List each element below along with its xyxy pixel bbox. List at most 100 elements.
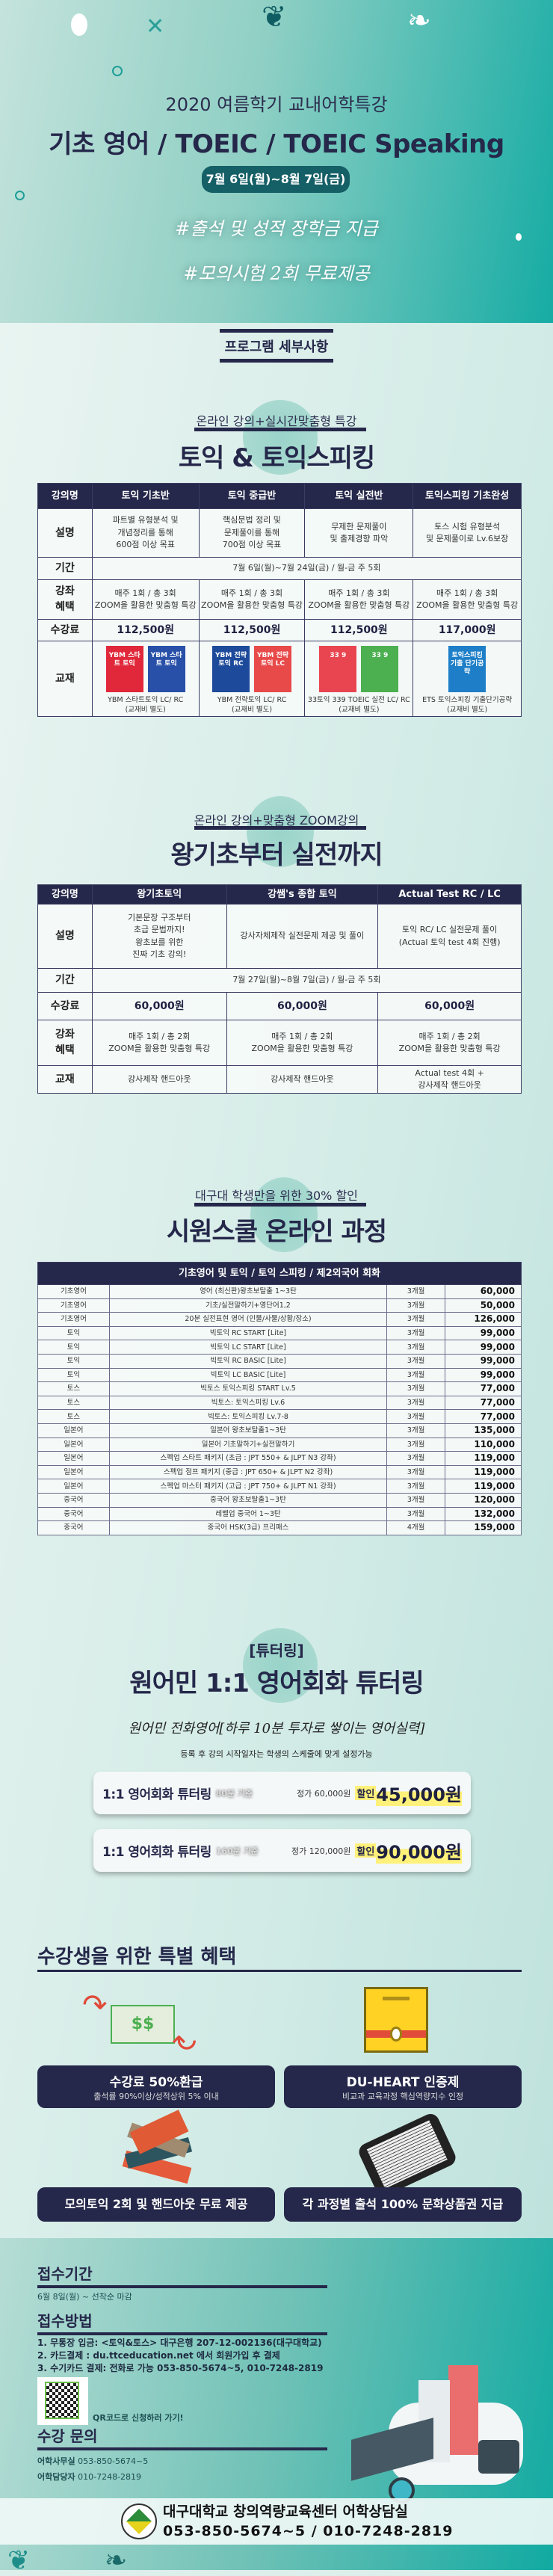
table-row: 토익 빅토익 LC START [Lite] 3개월 99,000 xyxy=(37,1340,522,1355)
table-cell: 매주 1회 / 총 2회 ZOOM을 활용한 맞춤형 특강 xyxy=(91,1020,227,1066)
table-cell: 강사제작 핸드아웃 xyxy=(91,1065,227,1094)
table-row: 기초영어 기초/실전말하기+영단어1,2 3개월 50,000 xyxy=(37,1298,522,1313)
toeic-course-table: 강의명 토익 기초반 토익 중급반 토익 실전반 토익스피킹 기초완성 설명 파트별 유형분… xyxy=(37,483,522,717)
textbook-caption: 33토익 339 TOEIC 실전 LC/ RC (교재비 별도) xyxy=(307,696,410,714)
course-cell: 빅토익 LC BASIC [Lite] xyxy=(108,1367,388,1383)
book-covers: YBM 전략토익 RC YBM 전략토익 LC xyxy=(200,646,305,692)
university-logo-icon xyxy=(121,2503,157,2539)
section3-subtitle: 대구대 학생만을 위한 30% 할인 xyxy=(195,1189,358,1203)
price-cell: 119,000 xyxy=(445,1479,522,1494)
hero-subtitle: 2020 여름학기 교내어학특강 xyxy=(165,94,388,115)
section1-subtitle: 온라인 강의+실시간맞춤형 특강 xyxy=(196,414,357,428)
price-cell: 60,000원 xyxy=(226,992,379,1020)
course-cell: 스펙업 점프 패키지 (중급 : JPT 650+ & JLPT N2 강좌) xyxy=(108,1464,388,1480)
table-row: 수강료 60,000원 60,000원 60,000원 xyxy=(37,992,522,1020)
program-heading: 프로그램 세부사항 xyxy=(224,339,329,355)
table-row: 설명 파트별 유형분석 및 개념정리를 통해 600점 이상 목표 핵심문법 정리 … xyxy=(37,508,522,558)
section3-title: 시원스쿨 온라인 과정 xyxy=(166,1217,387,1247)
table-cell: 토스 시험 유형분석 및 문제풀이로 Lv.6보장 xyxy=(413,508,522,558)
duration-cell: 3개월 xyxy=(386,1353,446,1369)
leaf-icon: ❦ xyxy=(262,0,287,34)
qr-caption[interactable]: QR코드로 신청하러 가기! xyxy=(93,2413,184,2423)
date-pill: 7월 6일(월)~8월 7일(금) xyxy=(202,166,350,193)
column-header: 토익 중급반 xyxy=(198,483,306,509)
benefit-box-mock-test: 모의토익 2회 및 핸드아웃 무료 제공 xyxy=(37,2187,275,2222)
category-cell: 토익 xyxy=(37,1340,110,1355)
banner-title: 대구대학교 창의역량교육센터 어학상담실 xyxy=(163,2503,408,2520)
category-cell: 기초영어 xyxy=(37,1298,110,1313)
contact-office: 어학사무실 053-850-5674~5 xyxy=(37,2456,149,2466)
period-cell: 7월 6일(월)~7월 24일(금) / 월-금 주 5회 xyxy=(91,557,522,580)
textbook-row: 교재 YBM 스타트 토익 YBM 스타트 토익 YBM 스타트토익 LC/ RC (… xyxy=(37,641,522,717)
textbook-caption: YBM 스타트토익 LC/ RC (교재비 별도) xyxy=(108,696,184,714)
table-row: 토익 빅토익 RC START [Lite] 3개월 99,000 xyxy=(37,1325,522,1341)
duration-cell: 3개월 xyxy=(386,1437,446,1452)
section2-title: 왕기초부터 실전까지 xyxy=(170,840,383,870)
duration-cell: 3개월 xyxy=(386,1298,446,1313)
row-label: 수강료 xyxy=(37,619,93,641)
price-cell: 77,000 xyxy=(445,1409,522,1424)
course-cell: 레벨업 중국어 1~3탄 xyxy=(108,1506,388,1522)
table-row: 기간 7월 6일(월)~7월 24일(금) / 월-금 주 5회 xyxy=(37,557,522,580)
row-label: 교재 xyxy=(37,641,93,717)
tutoring-tag: [튜터링] xyxy=(249,1642,304,1660)
duration-cell: 3개월 xyxy=(386,1423,446,1438)
card-basis: 160분 기준 xyxy=(215,1846,259,1856)
circle-decoration xyxy=(112,66,123,76)
qr-code[interactable] xyxy=(37,2377,88,2425)
method-item: 2. 카드결제 : du.ttceducation.net 에서 회원가입 후 … xyxy=(37,2350,280,2361)
contact-heading: 수강 문의 xyxy=(37,2427,98,2445)
blob-decoration xyxy=(243,1628,318,1703)
table-cell: 매주 1회 / 총 2회 ZOOM을 활용한 맞춤형 특강 xyxy=(377,1020,522,1066)
dot-decoration xyxy=(71,13,87,36)
table-cell: 강사자체제작 실전문제 제공 및 풀이 xyxy=(226,904,379,969)
banner-phone: 053-850-5674~5 / 010-7248-2819 xyxy=(163,2523,454,2539)
course-cell: 빅토스: 토익스피킹 Lv.7-8 xyxy=(108,1409,388,1424)
divider xyxy=(194,428,366,431)
textbook-cell: YBM 스타트 토익 YBM 스타트 토익 YBM 스타트토익 LC/ RC (교재… xyxy=(91,641,200,717)
category-cell: 일본어 xyxy=(37,1451,110,1466)
book-covers: 토익스피킹 기출 단기공략 xyxy=(413,646,521,692)
table-row: 일본어 일본어 기초말하기+실전말하기 3개월 110,000 xyxy=(37,1437,522,1452)
divider xyxy=(220,359,333,363)
table-cell: 매주 1회 / 총 3회 ZOOM을 활용한 맞춤형 특강 xyxy=(413,579,522,620)
table-row: 강좌 혜택 매주 1회 / 총 2회 ZOOM을 활용한 맞춤형 특강 매주 1회 … xyxy=(37,1020,522,1066)
books-icon xyxy=(122,2110,197,2187)
course-cell: 스펙업 스타트 패키지 (초급 : JPT 550+ & JLPT N3 강좌) xyxy=(108,1451,388,1466)
original-price: 정가 60,000원 xyxy=(297,1788,351,1799)
book-cover-image: 33 9 xyxy=(319,646,357,692)
column-header: 토익스피킹 기초완성 xyxy=(413,483,522,509)
study-illustration-icon xyxy=(344,2365,531,2503)
row-label: 수강료 xyxy=(37,992,93,1020)
circle-decoration xyxy=(15,191,25,200)
card-name: 1:1 영어회화 튜터링 xyxy=(102,1845,211,1860)
category-cell: 토스 xyxy=(37,1381,110,1396)
table-row: 교재 강사제작 핸드아웃 강사제작 핸드아웃 Actual test 4회 + 강사제… xyxy=(37,1065,522,1094)
course-cell: 빅토스 토익스피킹 START Lv.5 xyxy=(108,1381,388,1396)
column-header: 강의명 xyxy=(37,884,93,905)
table-row: 중국어 중국어 HSK(3급) 프리패스 4개월 159,000 xyxy=(37,1520,522,1535)
row-label: 강좌 혜택 xyxy=(37,1020,93,1066)
section1-title: 토익 & 토익스피킹 xyxy=(178,443,375,473)
discount-price: 45,000원 xyxy=(376,1780,462,1806)
table-cell: 무제한 문제풀이 및 출제경향 파악 xyxy=(304,508,414,558)
benefit-box-gift-card: 각 과정별 출석 100% 문화상품권 지급 xyxy=(284,2187,522,2222)
price-cell: 112,500원 xyxy=(91,619,200,641)
leaf-icon: ❧ xyxy=(407,4,431,37)
table-row: 일본어 일본어 왕초보탈출1~3탄 3개월 135,000 xyxy=(37,1423,522,1438)
column-header: 강의명 xyxy=(37,483,93,509)
price-cell: 60,000 xyxy=(445,1284,522,1299)
period-text: 6월 8일(월) ~ 선착순 마감 xyxy=(37,2292,132,2302)
duration-cell: 3개월 xyxy=(386,1492,446,1508)
category-cell: 토스 xyxy=(37,1395,110,1411)
table-row: 기초영어 영어 (최신판)왕초보탈출 1~3탄 3개월 60,000 xyxy=(37,1284,522,1299)
hero-banner: ❦ ❧ ✕ 2020 여름학기 교내어학특강 기초 영어 / TOEIC / T… xyxy=(0,0,553,323)
price-cell: 135,000 xyxy=(445,1423,522,1438)
table-row: 중국어 중국어 왕초보탈출1~3탄 3개월 120,000 xyxy=(37,1492,522,1508)
course-cell: 빅토익 RC START [Lite] xyxy=(108,1325,388,1341)
price-cell: 119,000 xyxy=(445,1464,522,1480)
tutoring-title: 원어민 1:1 영어회화 튜터링 xyxy=(129,1668,424,1698)
divider xyxy=(194,826,366,830)
method-list: 1. 무통장 입금: <토익&토스> 대구은행 207-12-002136(대구… xyxy=(37,2337,323,2375)
price-cell: 110,000 xyxy=(445,1437,522,1452)
